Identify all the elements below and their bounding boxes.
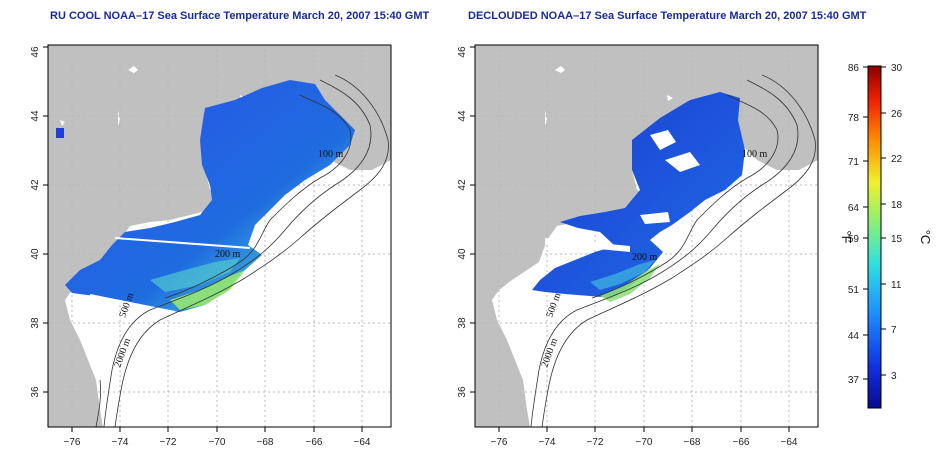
- colorbar-c-tick: 18: [891, 200, 903, 211]
- right-panel-title: DECLOUDED NOAA–17 Sea Surface Temperatur…: [468, 10, 867, 22]
- land-mass: [475, 45, 818, 427]
- depth-contours: [530, 74, 816, 428]
- left-x-axis: −76 −74 −72 −70 −68 −66 −64: [64, 427, 371, 448]
- left-panel-title: RU COOL NOAA–17 Sea Surface Temperature …: [50, 10, 430, 22]
- y-tick-label: 42: [30, 179, 41, 191]
- land-mass: [48, 45, 391, 427]
- y-tick-label: 46: [30, 46, 41, 58]
- colorbar-c-label: °C: [918, 230, 933, 245]
- colorbar-c-tick: 15: [891, 234, 903, 245]
- colorbar-f-label: °F: [839, 230, 854, 243]
- right-y-axis: 36 38 40 42 44 46: [457, 46, 475, 398]
- colorbar: 86 78 71 64 59 51 44 37 30 26 22 18 15 1…: [839, 63, 933, 409]
- right-x-axis: −76 −74 −72 −70 −68 −66 −64: [491, 427, 798, 448]
- x-tick-label: −66: [733, 437, 750, 448]
- y-tick-label: 44: [30, 110, 41, 122]
- y-tick-label: 38: [30, 317, 41, 329]
- colorbar-c-tick: 7: [891, 325, 897, 336]
- contour-label-200m: 200 m: [632, 252, 658, 263]
- y-tick-label: 38: [457, 317, 468, 329]
- colorbar-c-tick: 26: [891, 109, 903, 120]
- x-tick-label: −76: [491, 437, 508, 448]
- colorbar-c-tick: 3: [891, 371, 897, 382]
- x-tick-label: −66: [306, 437, 323, 448]
- contour-label-100m: 100 m: [742, 149, 768, 160]
- x-tick-label: −70: [209, 437, 226, 448]
- x-tick-label: −72: [160, 437, 177, 448]
- colorbar-c-tick: 11: [891, 280, 902, 291]
- sst-field: [65, 80, 355, 312]
- colorbar-gradient: [867, 65, 882, 409]
- contour-label-100m: 100 m: [318, 149, 344, 160]
- colorbar-f-tick: 51: [848, 285, 860, 296]
- colorbar-f-tick: 59: [848, 234, 860, 245]
- colorbar-f-tick: 64: [848, 203, 860, 214]
- y-tick-label: 42: [457, 179, 468, 191]
- x-tick-label: −72: [587, 437, 604, 448]
- sst-field: [532, 92, 745, 298]
- colorbar-f-tick: 44: [848, 331, 860, 342]
- colorbar-f-tick: 86: [848, 63, 860, 74]
- x-tick-label: −68: [257, 437, 274, 448]
- x-tick-label: −68: [684, 437, 701, 448]
- left-map-panel: 100 m 200 m 500 m 2000 m: [47, 44, 392, 428]
- colorbar-f-tick: 71: [848, 157, 860, 168]
- contour-label-200m: 200 m: [215, 249, 241, 260]
- colorbar-c-tick: 30: [891, 63, 903, 74]
- y-tick-label: 46: [457, 46, 468, 58]
- cloud-mask-gaps: [545, 130, 700, 252]
- x-tick-label: −64: [781, 437, 798, 448]
- depth-contours: [95, 74, 389, 428]
- colorbar-f-tick: 37: [848, 375, 860, 386]
- x-tick-label: −74: [539, 437, 556, 448]
- x-tick-label: −74: [112, 437, 129, 448]
- y-tick-label: 36: [30, 386, 41, 398]
- x-tick-label: −64: [354, 437, 371, 448]
- y-tick-label: 44: [457, 110, 468, 122]
- x-tick-label: −76: [64, 437, 81, 448]
- x-tick-label: −70: [636, 437, 653, 448]
- left-y-axis: 36 38 40 42 44 46: [30, 46, 48, 398]
- right-map-panel: 100 m 200 m 500 m 2000 m: [474, 44, 819, 428]
- y-tick-label: 36: [457, 386, 468, 398]
- colorbar-c-tick: 22: [891, 154, 903, 165]
- y-tick-label: 40: [457, 248, 468, 260]
- y-tick-label: 40: [30, 248, 41, 260]
- colorbar-f-tick: 78: [848, 113, 860, 124]
